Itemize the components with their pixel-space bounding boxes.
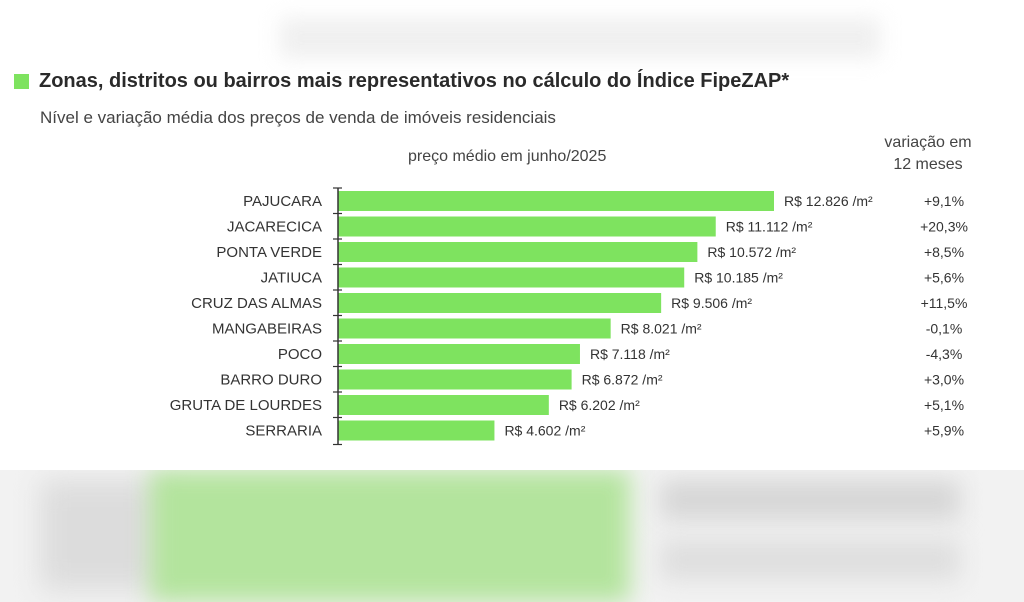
- bar-pajucara: [338, 191, 774, 211]
- value-label-ponta-verde: R$ 10.572 /m²: [707, 244, 796, 260]
- bar-cruz-das-almas: [338, 293, 662, 313]
- category-label-serraria: SERRARIA: [245, 423, 322, 440]
- title-marker: [14, 74, 29, 89]
- value-label-gruta-de-lourdes: R$ 6.202 /m²: [559, 397, 640, 413]
- value-label-serraria: R$ 4.602 /m²: [504, 423, 585, 439]
- blurred-header-background: [280, 18, 880, 58]
- variation-label-jatiuca: +5,6%: [924, 270, 964, 286]
- variation-header-line-2: 12 meses: [893, 156, 963, 173]
- variation-header-line-1: variação em: [884, 134, 972, 151]
- value-label-barro-duro: R$ 6.872 /m²: [582, 372, 663, 388]
- bar-chart: PAJUCARA R$ 12.826 /m² +9,1% JACARECICA R$ 1…: [170, 187, 968, 446]
- category-label-cruz-das-almas: CRUZ DAS ALMAS: [191, 295, 322, 312]
- category-label-gruta-de-lourdes: GRUTA DE LOURDES: [170, 397, 322, 414]
- value-label-jacarecica: R$ 11.112 /m²: [726, 219, 813, 235]
- price-column-header: preço médio em junho/2025: [408, 148, 607, 165]
- bar-ponta-verde: [338, 242, 698, 262]
- category-label-pajucara: PAJUCARA: [243, 193, 322, 210]
- category-label-poco: POCO: [278, 346, 322, 363]
- value-label-pajucara: R$ 12.826 /m²: [784, 193, 873, 209]
- bar-jacarecica: [338, 216, 716, 237]
- value-label-poco: R$ 7.118 /m²: [590, 346, 670, 362]
- bar-serraria: [338, 420, 495, 441]
- category-label-ponta-verde: PONTA VERDE: [216, 244, 322, 261]
- category-label-jatiuca: JATIUCA: [261, 270, 322, 287]
- category-label-jacarecica: JACARECICA: [227, 219, 322, 236]
- variation-label-mangabeiras: -0,1%: [926, 321, 963, 337]
- variation-label-ponta-verde: +8,5%: [924, 244, 964, 260]
- bar-barro-duro: [338, 369, 572, 390]
- bar-poco: [338, 344, 580, 364]
- blurred-footer-background: [0, 470, 1024, 602]
- variation-label-barro-duro: +3,0%: [924, 372, 964, 388]
- chart-subtitle: Nível e variação média dos preços de ven…: [40, 108, 556, 127]
- category-label-mangabeiras: MANGABEIRAS: [212, 321, 322, 338]
- variation-column-header: variação em 12 meses: [858, 132, 998, 176]
- bar-gruta-de-lourdes: [338, 395, 549, 415]
- value-label-mangabeiras: R$ 8.021 /m²: [621, 321, 702, 337]
- variation-label-serraria: +5,9%: [924, 423, 964, 439]
- variation-label-cruz-das-almas: +11,5%: [921, 295, 968, 311]
- value-label-cruz-das-almas: R$ 9.506 /m²: [671, 295, 752, 311]
- title-row: Zonas, distritos ou bairros mais represe…: [14, 70, 789, 93]
- variation-label-gruta-de-lourdes: +5,1%: [924, 397, 964, 413]
- value-label-jatiuca: R$ 10.185 /m²: [694, 270, 783, 286]
- variation-label-pajucara: +9,1%: [924, 193, 964, 209]
- variation-label-jacarecica: +20,3%: [920, 219, 968, 235]
- chart-title: Zonas, distritos ou bairros mais represe…: [39, 70, 790, 92]
- category-label-barro-duro: BARRO DURO: [220, 372, 322, 389]
- variation-label-poco: -4,3%: [926, 346, 963, 362]
- bar-jatiuca: [338, 267, 685, 288]
- bar-mangabeiras: [338, 318, 611, 339]
